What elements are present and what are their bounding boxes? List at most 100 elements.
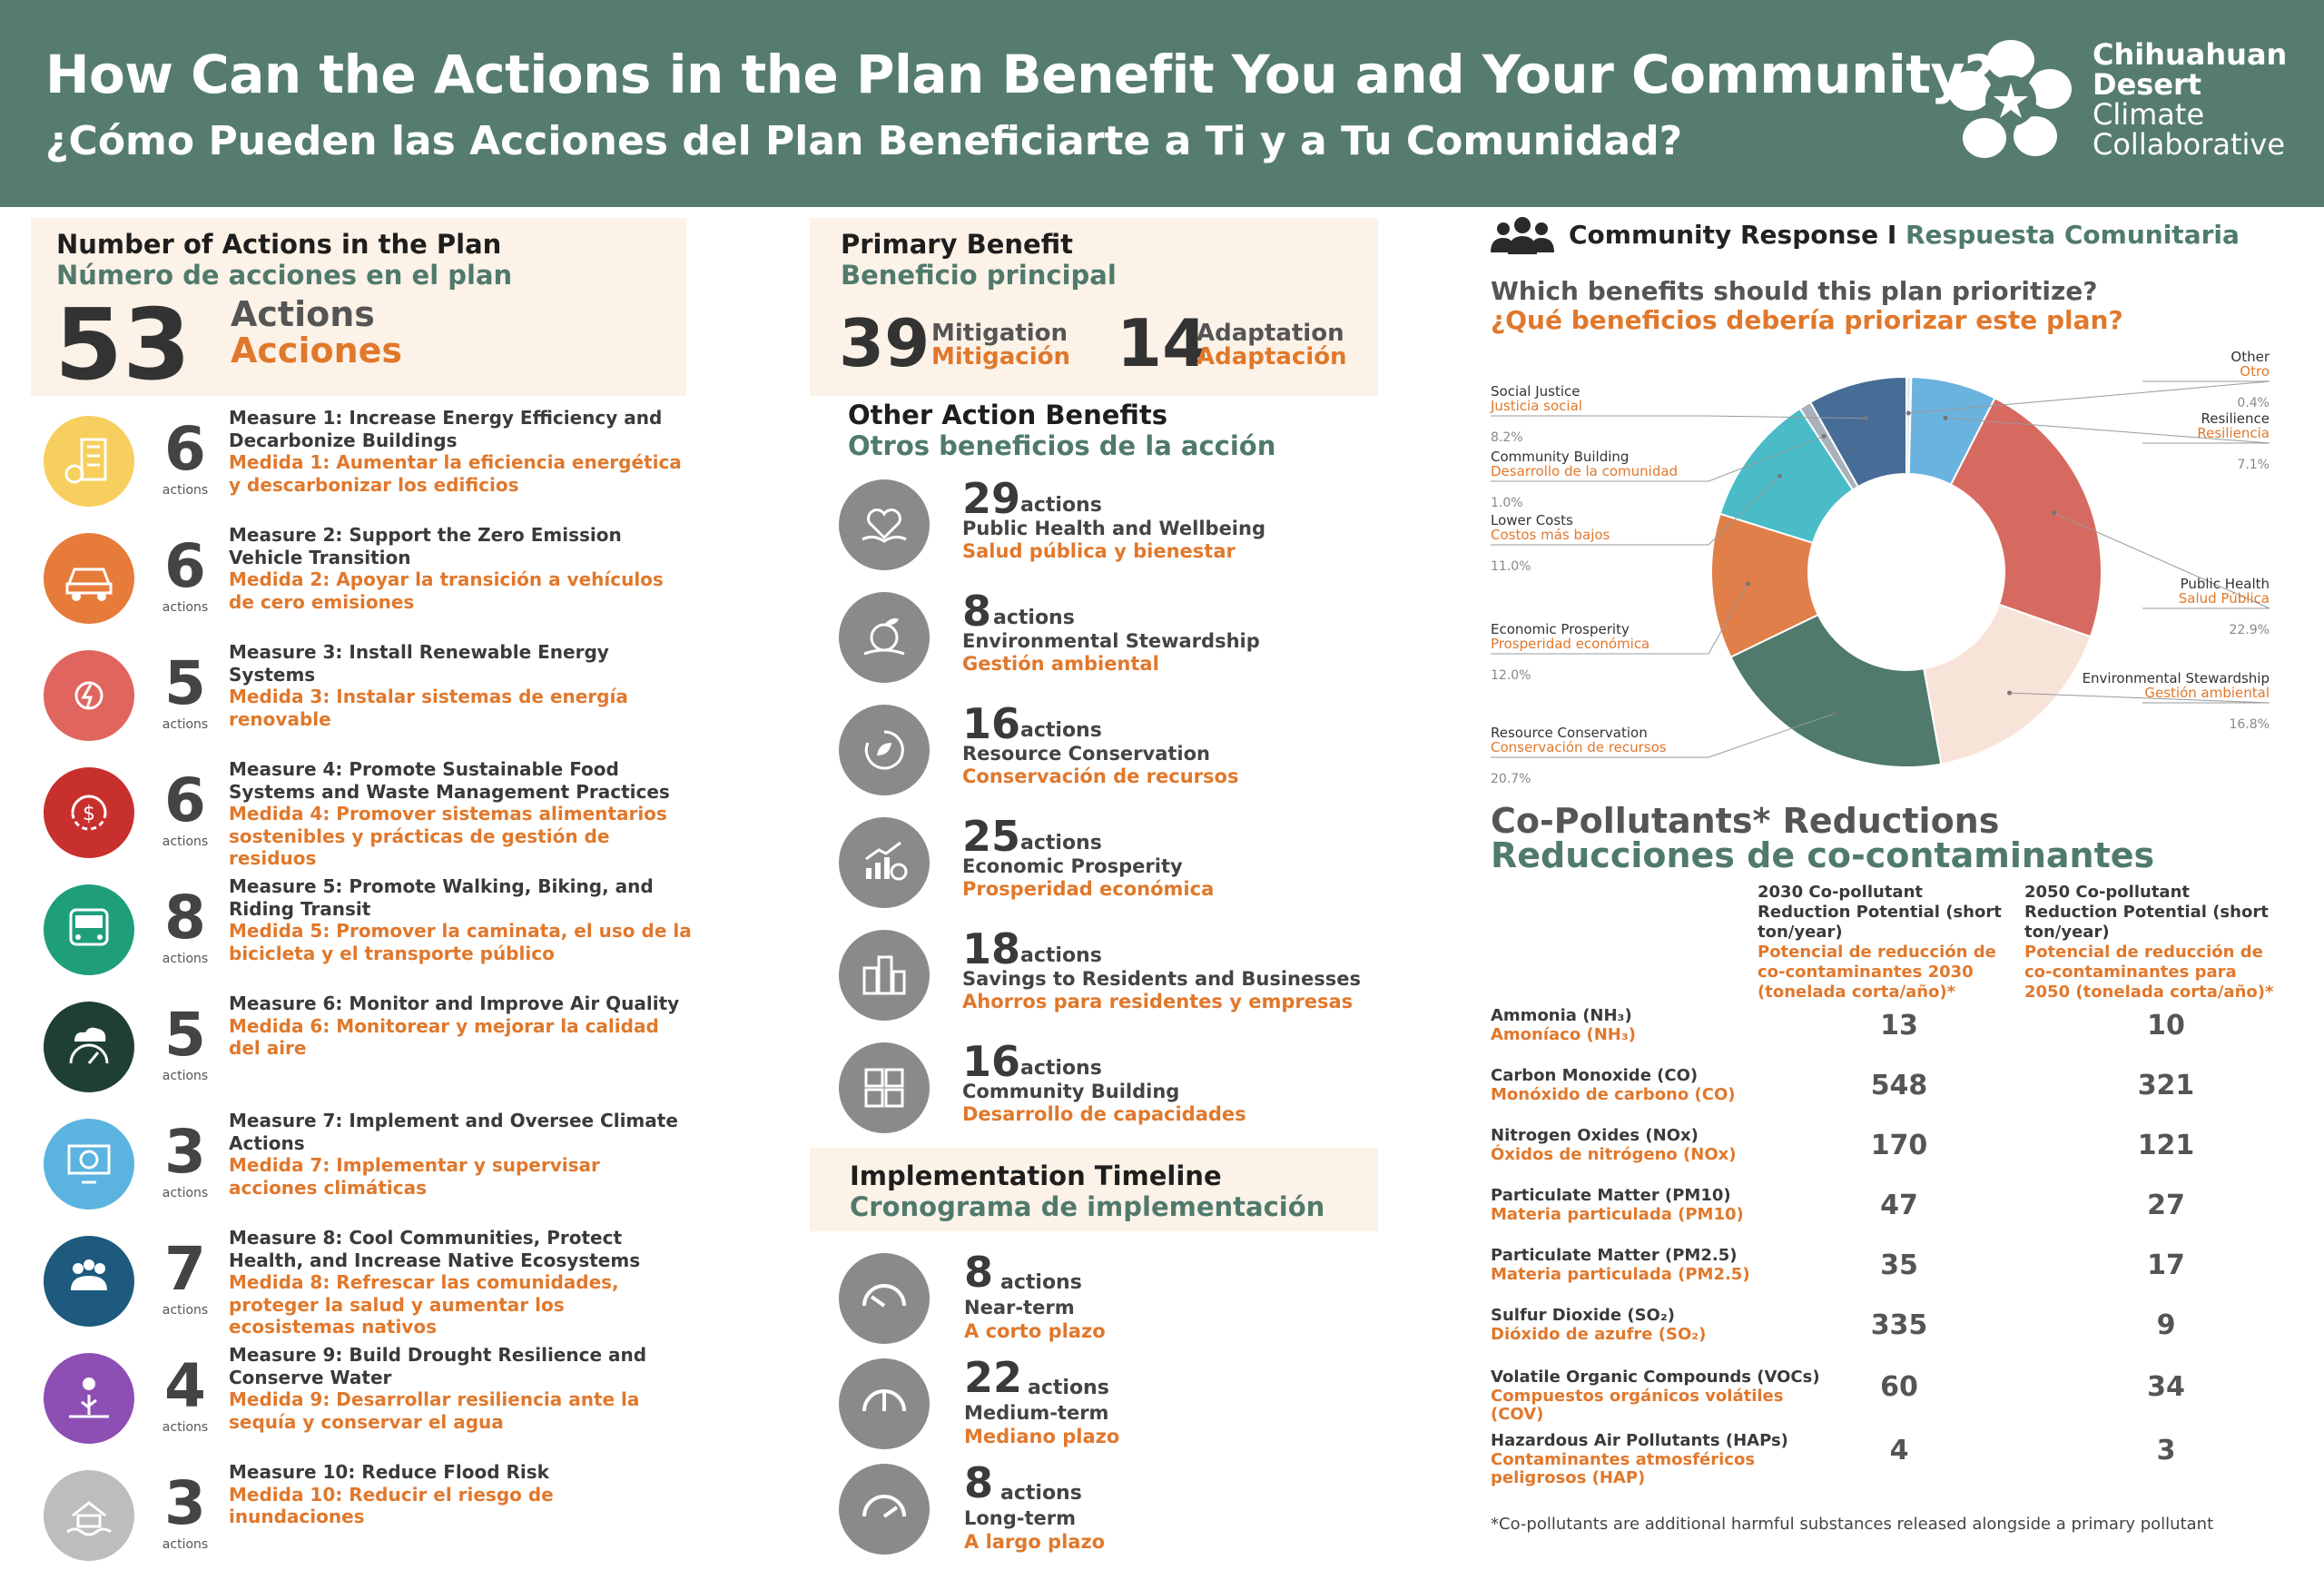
slice-label: Environmental Stewardship (2083, 670, 2270, 686)
benefit-icon-circle (839, 817, 930, 908)
pollutant-name-es: Contaminantes atmosféricos peligrosos (H… (1491, 1450, 1756, 1487)
pollutant-name: Carbon Monoxide (CO) (1491, 1066, 1699, 1085)
timeline-item: 22 actions Medium-term Mediano plazo (835, 1351, 1380, 1460)
benefit-label: Savings to Residents and Businesses (962, 968, 1361, 990)
copollutant-row: Particulate Matter (PM2.5) Materia partic… (1491, 1246, 2290, 1300)
pollutant-name: Nitrogen Oxides (NOx) (1491, 1126, 1699, 1145)
measure-text: Measure 3: Install Renewable Energy Syst… (229, 641, 628, 730)
value-2050: 17 (2147, 1249, 2185, 1281)
measure-unit: actions (162, 600, 209, 615)
gauge-low-icon (862, 1284, 906, 1308)
measure-icon-circle (44, 416, 134, 507)
benefit-count: 16 (962, 1037, 1021, 1086)
benefit-count: 8 (962, 587, 992, 636)
adaptation-count: 14 (1117, 305, 1208, 381)
pollutant-name-es: Materia particulada (PM2.5) (1491, 1265, 1750, 1284)
measure-unit: actions (162, 1303, 209, 1318)
timeline-count: 22 (964, 1353, 1023, 1402)
other-benefits-title: Other Action Benefits (848, 400, 1168, 430)
slice-label: Resiliencia (2197, 425, 2270, 441)
benefit-label-es: Desarrollo de capacidades (962, 1103, 1246, 1125)
benefit-count: 25 (962, 812, 1021, 861)
timeline-icon-circle (839, 1253, 930, 1344)
measure-item: 5 actions Measure 3: Install Renewable Ene… (31, 641, 694, 750)
benefit-label-es: Gestión ambiental (962, 653, 1159, 675)
slice-value-label: 7.1% (2237, 458, 2270, 472)
adaptation-label: Adaptation Adaptación (1196, 320, 1347, 370)
electric-vehicle-icon (65, 568, 113, 601)
primary-benefit-title: Primary Benefit (841, 229, 1074, 260)
pollutant-name-es: Materia particulada (PM10) (1491, 1205, 1744, 1224)
timeline-label: Near-term (964, 1297, 1075, 1318)
survey-question-es: ¿Qué beneficios debería priorizar este p… (1491, 305, 2123, 335)
timeline-icon-circle (839, 1358, 930, 1449)
leader-dot (1832, 711, 1837, 716)
leader-line (1908, 380, 2270, 414)
flood-icon (66, 1501, 112, 1536)
benefit-item: 25 actions Economic Prosperity Prosperidad … (835, 810, 1380, 919)
leader-dot (2007, 690, 2013, 696)
slice-label: Community Building (1491, 449, 1629, 465)
growth-chart-icon (865, 841, 908, 881)
benefit-label-es: Conservación de recursos (962, 765, 1239, 787)
timeline-title-es: Cronograma de implementación (850, 1191, 1325, 1222)
copollutant-row: Particulate Matter (PM10) Materia particu… (1491, 1186, 2290, 1240)
timeline-item: 8 actions Long-term A largo plazo (835, 1456, 1380, 1565)
leader-line (1945, 417, 2270, 444)
measure-unit: actions (162, 483, 209, 498)
measure-count: 5 (164, 1000, 206, 1070)
timeline-label-es: Mediano plazo (964, 1426, 1120, 1447)
transit-icon (69, 908, 109, 946)
timeline-item: 8 actions Near-term A corto plazo (835, 1246, 1380, 1355)
slice-label: Economic Prosperity (1491, 621, 1630, 637)
benefit-icon-circle (839, 705, 930, 795)
measure-text: Measure 10: Reduce Flood Risk Medida 10: … (229, 1461, 554, 1527)
globe-plant-icon (863, 617, 905, 656)
value-2050: 3 (2156, 1435, 2176, 1466)
benefit-icon-circle (839, 592, 930, 683)
benefit-label-es: Ahorros para residentes y empresas (962, 991, 1354, 1012)
slice-label: Conservación de recursos (1491, 739, 1667, 755)
gauge-high-icon (862, 1495, 906, 1518)
leader-dot (2051, 510, 2056, 516)
logo-wordmark: Chihuahuan Desert Climate Collaborative (2093, 37, 2288, 162)
measure-item: 3 actions Measure 7: Implement and Oversee… (31, 1110, 694, 1219)
actions-label-es: Acciones (231, 331, 403, 370)
copollutant-row: Carbon Monoxide (CO) Monóxido de carbono … (1491, 1066, 2290, 1121)
copollutant-row: Volatile Organic Compounds (VOCs) Compues… (1491, 1368, 2290, 1424)
slice-value-label: 12.0% (1491, 668, 1531, 683)
community-health-icon (71, 1259, 107, 1290)
measure-unit: actions (162, 1537, 209, 1552)
value-2030: 170 (1870, 1130, 1928, 1161)
leader-dot (1943, 415, 1948, 420)
pollutant-name-es: Monóxido de carbono (CO) (1491, 1085, 1736, 1104)
page-subtitle: ¿Cómo Pueden las Acciones del Plan Benef… (45, 118, 1683, 164)
copollutants-title: Co-Pollutants* Reductions (1491, 801, 2000, 841)
measure-text: Measure 2: Support the Zero Emission Veh… (229, 524, 664, 613)
other-benefits-title-es: Otros beneficios de la acción (848, 430, 1276, 461)
measure-text: Measure 7: Implement and Oversee Climate… (229, 1110, 678, 1199)
measure-unit: actions (162, 717, 209, 732)
measure-count: 6 (164, 765, 206, 835)
actions-title-es: Número de acciones en el plan (56, 260, 513, 291)
value-2030: 13 (1880, 1010, 1918, 1042)
copollutant-row: Sulfur Dioxide (SO₂) Dióxido de azufre (S… (1491, 1306, 2290, 1360)
slice-label: Public Health (2181, 576, 2270, 592)
value-2030: 4 (1889, 1435, 1909, 1466)
slice-label: Salud Pública (2179, 590, 2270, 607)
measure-icon-circle (44, 1002, 134, 1092)
slice-label: Other (2230, 349, 2270, 365)
svg-text:$: $ (83, 803, 95, 825)
leader-line (2009, 692, 2270, 704)
slice-value-label: 16.8% (2230, 717, 2270, 732)
col-2030-header: 2030 Co-pollutant Reduction Potential (s… (1758, 883, 2002, 1002)
timeline-count: 8 (964, 1458, 994, 1507)
benefit-icon-circle (839, 930, 930, 1021)
measure-item: 6 actions Measure 1: Increase Energy Effic… (31, 407, 694, 516)
flower-logo-icon (1948, 40, 2072, 158)
value-2050: 10 (2147, 1010, 2185, 1042)
measure-item: 3 actions Measure 10: Reduce Flood Risk Med… (31, 1461, 694, 1570)
page-title: How Can the Actions in the Plan Benefit … (45, 44, 1994, 105)
community-response-title: Community Response I Respuesta Comunitar… (1569, 220, 2240, 250)
